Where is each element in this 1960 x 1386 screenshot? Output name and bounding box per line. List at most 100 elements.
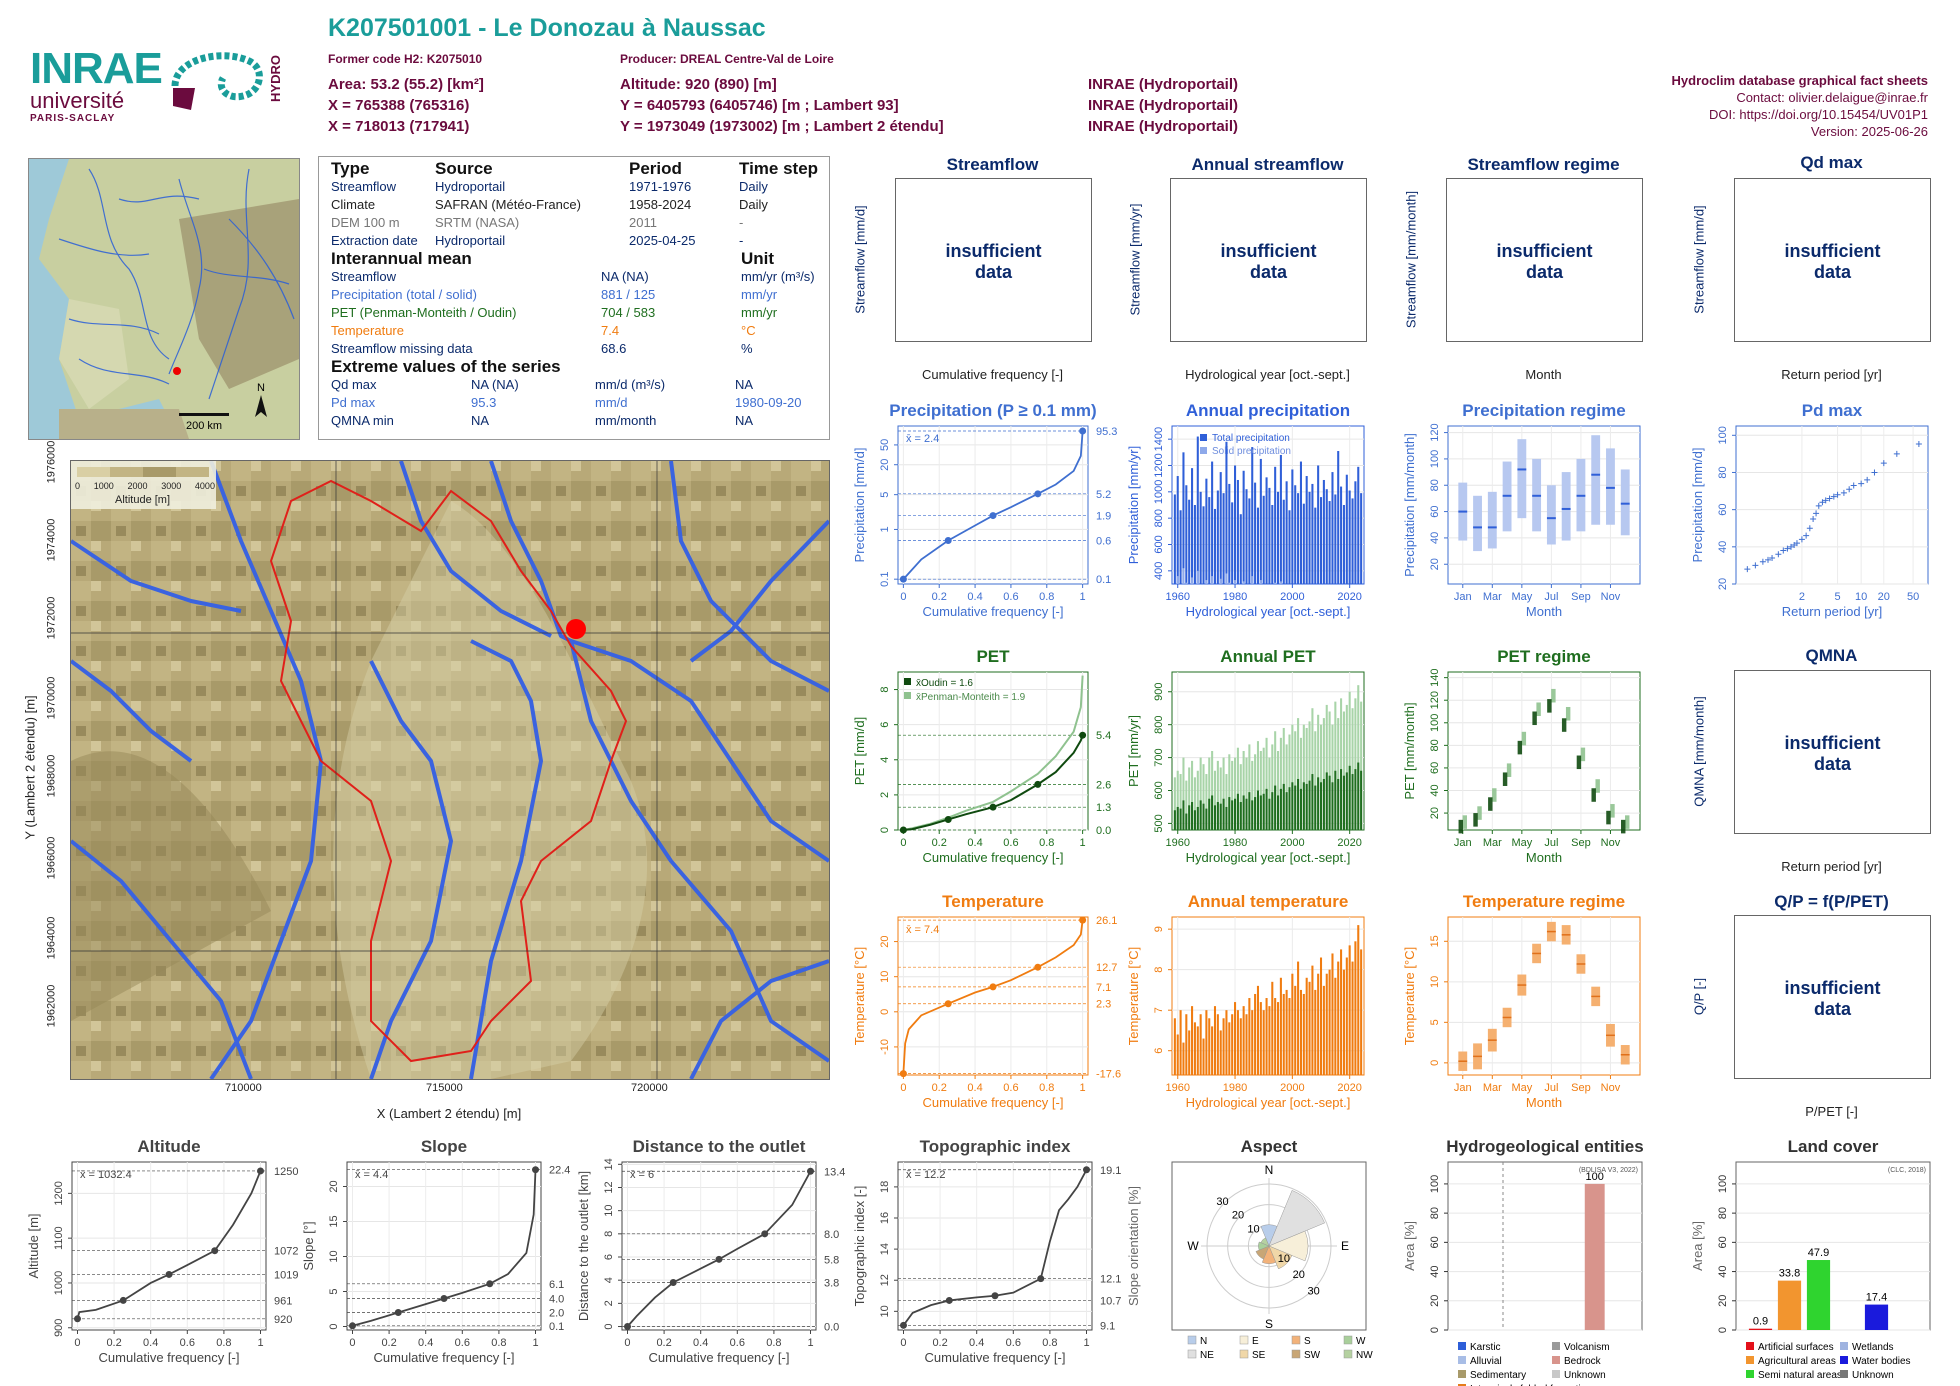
annual_pet-bar (1360, 770, 1363, 830)
catchment-relief-image (71, 461, 829, 1079)
annual_temp-bar (1205, 1010, 1208, 1075)
altitude-xlabel: Cumulative frequency [-] (99, 1350, 240, 1365)
altitude-quantile-point (257, 1167, 265, 1175)
aspect-legend-swatch (1239, 1349, 1249, 1359)
slope-ytick-label: 10 (328, 1250, 340, 1262)
annual_precip-bar (1317, 465, 1320, 584)
slope-chart: Slope Cumulative frequency [-] Slope [°] 0 5… (301, 1137, 570, 1365)
annual_pet-bar (1268, 798, 1271, 830)
annual_temp-bar (1188, 1030, 1191, 1075)
extreme-qmna-min: QMNA min NA mm/month NA (331, 413, 754, 428)
hydrogeology-legend-swatch (1552, 1342, 1560, 1350)
annual_pet-bar (1337, 778, 1340, 830)
precip_regime-title: Precipitation regime (1462, 401, 1625, 420)
annual_pet-bar (1279, 737, 1282, 830)
annual_pet-bar (1334, 770, 1337, 830)
annual_precip-title: Annual precipitation (1186, 401, 1350, 420)
annual_temp-bar (1354, 941, 1357, 1075)
topo_index-xtick-label: 0.8 (1042, 1337, 1057, 1349)
annual_precip-bar (1251, 447, 1254, 584)
slope-ytick-label: 5 (328, 1288, 340, 1294)
temp_cdf-plot-frame (897, 916, 1089, 1076)
qmna-panel: insufficient data (1734, 670, 1931, 834)
distance-ytick-label: 8 (603, 1231, 615, 1237)
precip_cdf-quantile-label: 1.9 (1096, 511, 1111, 523)
topo_index-quantile-label: 12.1 (1100, 1274, 1121, 1286)
pet_regime-box (1625, 815, 1630, 829)
annual_temp-bar (1225, 1010, 1228, 1075)
land_cover-legend-swatch (1746, 1342, 1754, 1350)
aspect-legend-label: NW (1356, 1350, 1373, 1361)
altitude-quantile-point (211, 1247, 219, 1255)
topo_index-ytick-label: 16 (879, 1212, 891, 1224)
annual_precip-bar (1279, 581, 1282, 584)
aspect-ring-label: 20 (1293, 1269, 1305, 1281)
hydrogeology-legend-label: Sedimentary (1470, 1370, 1526, 1381)
altitude-quantile-label: 1250 (274, 1166, 298, 1178)
pd_max-point (1880, 460, 1887, 467)
annual_precip-bar (1254, 482, 1257, 584)
doi-link[interactable]: DOI: https://doi.org/10.15454/UV01P1 (1709, 107, 1928, 122)
precip_regime-ylabel: Precipitation [mm/month] (1402, 433, 1417, 577)
annual_pet-bar (1188, 805, 1191, 830)
annual_pet-bar (1222, 798, 1225, 830)
qmna-xlabel: Return period [yr] (1781, 859, 1882, 874)
annual_precip-bar (1319, 497, 1323, 584)
aspect-legend-label: NE (1200, 1350, 1214, 1361)
aspect-slice-sw (1255, 1245, 1270, 1260)
pd_max-ytick-label: 60 (1717, 504, 1729, 516)
precip_regime-xlabel: Month (1526, 604, 1562, 619)
annual_precip-bar (1294, 485, 1297, 584)
annual_pet-bar (1202, 764, 1205, 830)
annual_pet-bar (1208, 757, 1211, 830)
precip_cdf-xtick-label: 0.6 (1003, 591, 1018, 603)
annual_pet-bar (1236, 793, 1239, 830)
land_cover-chart: Land cover Area [%] 0 20 40 60 80 100 (CLC, 2018… (1690, 1137, 1931, 1381)
annual_pet-bar (1256, 790, 1260, 830)
annual_pet-xtick-label: 1960 (1165, 837, 1189, 849)
annual_pet-bar (1357, 762, 1360, 830)
annual_temp-bar (1185, 1014, 1188, 1075)
altitude-ylabel: Altitude [m] (26, 1213, 41, 1278)
streamflow-regime-xlabel: Month (1525, 367, 1562, 382)
land_cover-legend-swatch (1746, 1356, 1754, 1364)
annual_pet-xtick-label: 2020 (1337, 837, 1361, 849)
annual_pet-bar (1308, 780, 1311, 830)
annual_pet-bar (1351, 708, 1354, 830)
qd-max-xlabel: Return period [yr] (1781, 367, 1882, 382)
land_cover-ytick-label: 60 (1717, 1236, 1729, 1248)
annual_temp-bar (1348, 945, 1351, 1075)
aspect-legend-label: N (1200, 1336, 1207, 1347)
annual_pet-bar (1297, 778, 1300, 830)
slope-xtick-label: 0.8 (491, 1337, 506, 1349)
aspect-ring-label: 20 (1232, 1210, 1244, 1222)
catchment-map: 0 1000 2000 3000 4000 Altitude [m] (70, 460, 830, 1080)
annual-streamflow-insufficient-data: insufficient data (1220, 241, 1317, 282)
precip_regime-box (1546, 485, 1556, 545)
qp-insufficient-data: insufficient data (1784, 978, 1881, 1019)
universite-logo: université (30, 88, 125, 113)
annual_pet-bar (1259, 751, 1262, 830)
land_cover-ytick-label: 80 (1717, 1207, 1729, 1219)
topo_index-ytick-label: 10 (879, 1305, 891, 1317)
precip_regime-ytick-label: 40 (1429, 532, 1441, 544)
altitude-title: Altitude (137, 1137, 200, 1156)
precip_regime-ytick-label: 120 (1429, 423, 1441, 441)
annual_pet-bar (1288, 734, 1291, 830)
annual_temp-ylabel: Temperature [°C] (1126, 947, 1141, 1045)
pd_max-point (1815, 502, 1822, 509)
pd_max-point (1752, 562, 1759, 569)
pet_cdf-ylabel: PET [mm/d] (852, 717, 867, 785)
annual_pet-bar (1225, 774, 1228, 830)
annual_precip-bar (1211, 576, 1214, 584)
annual_pet-bar (1271, 744, 1274, 830)
pd_max-point (1813, 510, 1820, 517)
annual_pet-bar (1248, 792, 1251, 830)
pet_cdf-xtick-label: 0.6 (1003, 837, 1018, 849)
aspect-compass-n: N (1265, 1163, 1274, 1177)
pd_max-ytick-label: 40 (1717, 541, 1729, 553)
annual_precip-bar (1213, 508, 1217, 584)
hydro-logo-icon (171, 52, 263, 110)
slope-quantile-point (394, 1309, 402, 1316)
precip_cdf-quantile-point (899, 575, 907, 583)
